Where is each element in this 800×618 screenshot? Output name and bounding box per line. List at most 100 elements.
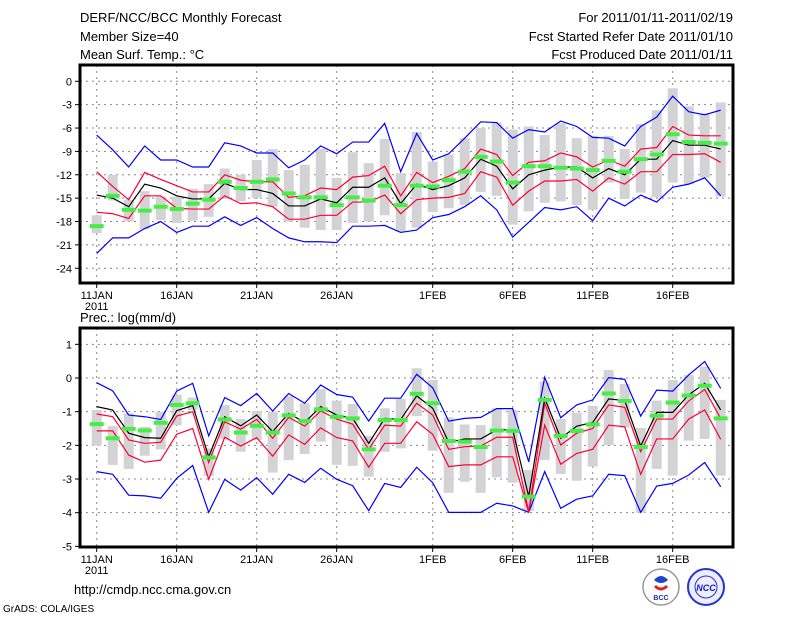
observed-marker bbox=[521, 494, 536, 499]
x-tick-label: 11JAN bbox=[81, 290, 113, 302]
x-tick-label: 11FEB bbox=[576, 290, 609, 302]
upper-envelope-line bbox=[96, 95, 721, 174]
observed-marker bbox=[681, 393, 696, 398]
x-tick-label: 16JAN bbox=[160, 554, 193, 566]
observed-marker bbox=[553, 165, 568, 170]
upper-band-line bbox=[96, 388, 722, 512]
y-tick-label: -6 bbox=[62, 123, 72, 135]
observed-marker bbox=[601, 391, 616, 396]
y-tick-label: -1 bbox=[62, 407, 72, 419]
x-tick-label: 21JAN bbox=[240, 290, 273, 302]
ensemble-spread-bar bbox=[155, 411, 166, 450]
y-tick-label: -4 bbox=[62, 508, 72, 520]
observed-marker bbox=[505, 428, 520, 433]
ensemble-spread-bar bbox=[619, 384, 630, 428]
ensemble-spread-bar bbox=[379, 408, 390, 452]
observed-marker bbox=[441, 178, 456, 183]
observed-marker bbox=[169, 207, 184, 212]
y-tick-label: -21 bbox=[56, 240, 72, 252]
produced-date: Fcst Produced Date 2011/01/11 bbox=[551, 47, 733, 62]
observed-marker bbox=[361, 447, 376, 452]
ensemble-spread-bar bbox=[683, 374, 694, 441]
ensemble-spread-bar bbox=[363, 163, 374, 222]
observed-marker bbox=[265, 430, 280, 435]
ensemble-spread-bar bbox=[443, 417, 454, 493]
upper-envelope-line bbox=[96, 360, 722, 463]
observed-marker bbox=[185, 401, 200, 406]
ensemble-spread-bar bbox=[715, 399, 726, 476]
ensemble-mean-line bbox=[96, 382, 722, 497]
observed-marker bbox=[89, 224, 104, 229]
source-url[interactable]: http://cmdp.ncc.cma.gov.cn bbox=[74, 582, 232, 597]
observed-marker bbox=[329, 203, 344, 208]
observed-marker bbox=[393, 418, 408, 423]
observed-marker bbox=[617, 169, 632, 174]
x-tick-label: 16FEB bbox=[656, 290, 690, 302]
observed-marker bbox=[569, 166, 584, 171]
observed-marker bbox=[649, 152, 664, 157]
refer-date: Fcst Started Refer Date 2011/01/10 bbox=[528, 29, 733, 44]
x-tick-year: 2011 bbox=[85, 301, 109, 313]
observed-marker bbox=[633, 445, 648, 450]
observed-marker bbox=[441, 438, 456, 443]
observed-marker bbox=[169, 402, 184, 407]
plot-frame bbox=[78, 326, 735, 549]
observed-marker bbox=[137, 428, 152, 433]
observed-marker bbox=[521, 164, 536, 169]
observed-marker bbox=[633, 157, 648, 162]
ensemble-spread-bar bbox=[107, 174, 118, 201]
observed-marker bbox=[313, 195, 328, 200]
ensemble-spread-bar bbox=[587, 405, 598, 467]
ensemble-spread-bar bbox=[555, 123, 566, 202]
plot-frame bbox=[78, 63, 735, 285]
observed-marker bbox=[345, 416, 360, 421]
ensemble-spread-bar bbox=[715, 102, 726, 197]
ensemble-spread-bar bbox=[91, 409, 102, 446]
member-size: Member Size=40 bbox=[80, 29, 179, 44]
observed-marker bbox=[473, 154, 488, 159]
x-tick-label: 6FEB bbox=[499, 290, 527, 302]
observed-marker bbox=[137, 208, 152, 213]
ensemble-spread-bar bbox=[491, 122, 502, 196]
observed-marker bbox=[713, 141, 728, 146]
observed-marker bbox=[153, 204, 168, 209]
observed-marker bbox=[217, 179, 232, 184]
ensemble-spread-bar bbox=[235, 419, 246, 452]
forecast-period: For 2011/01/11-2011/02/19 bbox=[578, 10, 733, 25]
observed-marker bbox=[281, 413, 296, 418]
observed-marker bbox=[121, 207, 136, 212]
ensemble-spread-bar bbox=[363, 435, 374, 477]
upper-band-line bbox=[96, 125, 721, 201]
y-tick-label: -2 bbox=[62, 440, 72, 452]
ensemble-spread-bar bbox=[571, 138, 582, 206]
ensemble-spread-bar bbox=[267, 411, 278, 473]
y-tick-label: 1 bbox=[66, 339, 72, 351]
ensemble-spread-bar bbox=[379, 138, 390, 216]
grads-credit: GrADS: COLA/IGES bbox=[3, 604, 95, 615]
observed-marker bbox=[457, 439, 472, 444]
y-tick-label: -15 bbox=[56, 193, 72, 205]
observed-marker bbox=[409, 183, 424, 188]
observed-marker bbox=[281, 191, 296, 196]
y-tick-label: -24 bbox=[56, 263, 72, 275]
ensemble-spread-bar bbox=[459, 424, 470, 482]
observed-marker bbox=[537, 164, 552, 169]
ensemble-spread-bar bbox=[251, 159, 262, 199]
observed-marker bbox=[409, 391, 424, 396]
ensemble-spread-bar bbox=[539, 135, 550, 203]
observed-marker bbox=[697, 383, 712, 388]
observed-marker bbox=[105, 436, 120, 441]
x-tick-label: 16JAN bbox=[160, 290, 193, 302]
lower-envelope-line bbox=[96, 177, 722, 254]
observed-marker bbox=[377, 183, 392, 188]
observed-marker bbox=[649, 413, 664, 418]
ensemble-spread-bar bbox=[507, 409, 518, 483]
x-tick-label: 21JAN bbox=[240, 554, 273, 566]
observed-marker bbox=[249, 179, 264, 184]
temp-panel-title: Mean Surf. Temp.: °C bbox=[80, 47, 205, 62]
ensemble-spread-bar bbox=[395, 173, 406, 232]
observed-marker bbox=[553, 433, 568, 438]
ensemble-spread-bar bbox=[699, 366, 710, 439]
observed-marker bbox=[313, 407, 328, 412]
